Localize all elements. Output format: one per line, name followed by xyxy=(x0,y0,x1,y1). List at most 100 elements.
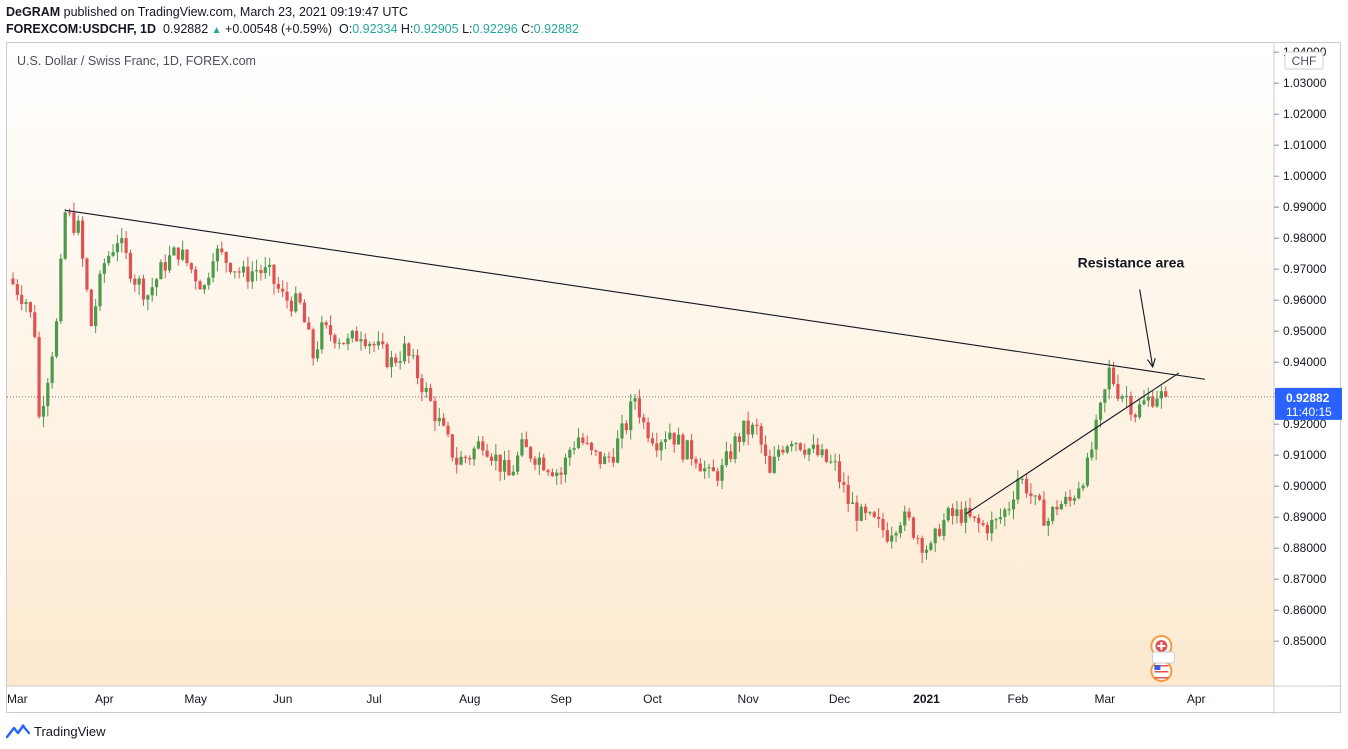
candle-body xyxy=(472,448,476,460)
candle xyxy=(81,216,85,267)
candle-body xyxy=(337,342,341,344)
candle xyxy=(655,432,659,458)
candle xyxy=(1042,491,1046,526)
time-axis-label: Feb xyxy=(1008,692,1029,706)
candle xyxy=(455,447,459,474)
candle-body xyxy=(933,528,937,544)
candle xyxy=(298,291,302,305)
candle xyxy=(94,298,98,334)
candle xyxy=(494,444,498,471)
candle xyxy=(690,434,694,466)
price-chart[interactable]: 1.040001.030001.020001.010001.000000.990… xyxy=(7,43,1342,714)
candle xyxy=(946,506,950,523)
candle xyxy=(359,331,363,351)
candle xyxy=(1155,390,1159,408)
candle-body xyxy=(585,442,589,444)
candle-body xyxy=(1068,496,1072,501)
economic-events-icons[interactable] xyxy=(1150,635,1175,682)
candle xyxy=(703,460,707,479)
candle-body xyxy=(607,456,611,458)
candle-body xyxy=(929,543,933,550)
candle-body xyxy=(624,423,628,431)
price-tick-label: 0.86000 xyxy=(1283,603,1327,617)
candle xyxy=(516,451,520,475)
candle xyxy=(72,202,76,236)
candle xyxy=(98,270,102,311)
candle-body xyxy=(968,507,972,517)
candle xyxy=(198,279,202,290)
candle-body xyxy=(163,262,167,271)
candle xyxy=(1059,500,1063,510)
candle xyxy=(259,264,263,281)
candle xyxy=(46,378,50,417)
candle xyxy=(372,341,376,353)
open-label: O: xyxy=(339,22,353,36)
candle-body xyxy=(903,511,907,526)
candle xyxy=(951,503,955,525)
candle-body xyxy=(259,270,263,274)
candle-body xyxy=(772,456,776,473)
time-axis-label: Mar xyxy=(7,692,28,706)
candle-body xyxy=(646,422,650,439)
candle xyxy=(133,274,137,293)
candle-body xyxy=(72,212,76,233)
author-name[interactable]: DeGRAM xyxy=(6,5,61,19)
candle-body xyxy=(494,454,498,462)
candle xyxy=(829,454,833,464)
candle xyxy=(772,445,776,475)
candle-body xyxy=(433,400,437,422)
candle xyxy=(981,520,985,527)
candle-body xyxy=(46,382,50,407)
candle-body xyxy=(1146,396,1150,401)
price-tick-label: 0.89000 xyxy=(1283,510,1327,524)
candle xyxy=(855,495,859,532)
candle-body xyxy=(224,252,228,263)
candle xyxy=(154,277,159,296)
candle xyxy=(820,443,824,458)
price-tick-label: 0.88000 xyxy=(1283,541,1327,555)
candle xyxy=(816,437,820,457)
candle xyxy=(389,350,394,378)
candle xyxy=(563,453,568,483)
candle xyxy=(141,274,146,306)
candle xyxy=(585,435,589,446)
candle xyxy=(137,275,141,296)
time-axis-label: Aug xyxy=(459,692,480,706)
candle-body xyxy=(890,535,894,542)
candle xyxy=(559,466,563,485)
candle xyxy=(629,393,633,440)
plot-background xyxy=(7,43,1274,686)
candle-body xyxy=(581,437,585,443)
candle-body xyxy=(376,341,380,346)
candle-body xyxy=(616,438,620,463)
candle xyxy=(872,510,876,519)
candle-body xyxy=(120,238,124,244)
tradingview-logo-icon[interactable] xyxy=(6,723,30,739)
candle-body xyxy=(298,293,302,303)
resistance-area-label[interactable]: Resistance area xyxy=(1078,255,1185,271)
descending-resistance-trendline[interactable] xyxy=(65,209,1205,380)
candle xyxy=(1024,473,1029,498)
flag-stripe xyxy=(1154,674,1169,676)
symbol-label[interactable]: FOREXCOM:USDCHF, 1D xyxy=(6,22,157,36)
price-tick-label: 0.96000 xyxy=(1283,293,1327,307)
resistance-arrow[interactable] xyxy=(1139,289,1156,369)
tradingview-brand[interactable]: TradingView xyxy=(34,723,106,739)
time-axis-label: Nov xyxy=(737,692,758,706)
candle xyxy=(1133,413,1137,423)
candle xyxy=(246,256,250,289)
candle-body xyxy=(537,457,541,465)
ascending-support-trendline[interactable] xyxy=(965,372,1180,515)
currency-badge-box xyxy=(1284,51,1324,70)
candle xyxy=(11,272,15,286)
candle xyxy=(511,465,515,477)
currency-label: CHF xyxy=(1292,54,1317,68)
candle xyxy=(972,516,976,522)
candle xyxy=(424,382,428,398)
candle-body xyxy=(324,322,328,326)
candle xyxy=(320,315,324,354)
candle-body xyxy=(859,506,863,521)
candle-body xyxy=(237,271,241,273)
candle-body xyxy=(572,448,576,450)
candle-body xyxy=(263,267,267,274)
